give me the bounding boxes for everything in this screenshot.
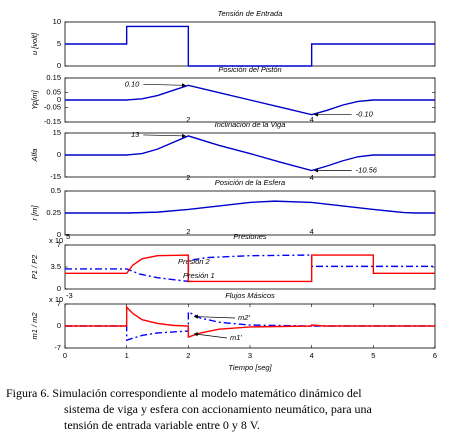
y-tick-label: 5 xyxy=(57,39,61,48)
panel-title: Posición del Pistón xyxy=(218,65,281,74)
x-tick-label: 4 xyxy=(310,351,314,360)
caption-line: Figura 6. Simulación correspondiente al … xyxy=(6,386,362,400)
y-tick-label: -0.05 xyxy=(44,102,61,111)
y-tick-label: -0.15 xyxy=(44,117,61,126)
series-label: m1' xyxy=(230,333,242,342)
exponent-base: x 10 xyxy=(49,236,63,245)
y-tick-label: 0.25 xyxy=(46,208,61,217)
series-label: m2' xyxy=(238,313,250,322)
panel-title: Flujos Másicos xyxy=(225,291,275,300)
y-axis-label: r [m] xyxy=(30,205,39,221)
series-line xyxy=(65,305,435,338)
series-line xyxy=(65,254,435,283)
x-tick-label: 1 xyxy=(125,351,129,360)
top-tick-label: 4 xyxy=(310,115,314,124)
y-tick-label: 7 xyxy=(57,240,61,249)
y-tick-label: 0 xyxy=(57,284,61,293)
annotation: -10.56 xyxy=(356,165,378,174)
top-tick-label: 4 xyxy=(310,227,314,236)
y-tick-label: 3.5 xyxy=(51,262,61,271)
annotation: 13 xyxy=(131,130,140,139)
label-arrow xyxy=(193,314,236,319)
exponent-power: 5 xyxy=(66,232,70,241)
top-tick-label: 2 xyxy=(186,115,190,124)
top-tick-label: 4 xyxy=(310,173,314,182)
y-axis-label: Alfa xyxy=(30,149,39,163)
y-tick-label: 0 xyxy=(57,150,61,159)
y-tick-label: -7 xyxy=(54,343,61,352)
x-tick-label: 3 xyxy=(248,351,252,360)
annotation: 0.10 xyxy=(125,79,140,88)
panel-title: Posición de la Esfera xyxy=(215,178,285,187)
y-tick-label: 0.15 xyxy=(46,73,61,82)
y-axis-label: m1 / m2 xyxy=(30,312,39,340)
y-tick-label: 0 xyxy=(57,321,61,330)
annotation-arrow xyxy=(143,133,187,138)
y-tick-label: 0.5 xyxy=(51,186,61,195)
x-tick-label: 2 xyxy=(186,351,190,360)
label-arrow xyxy=(193,332,228,339)
y-tick-label: 7 xyxy=(57,299,61,308)
panel-title: Presiones xyxy=(233,232,267,241)
series-line xyxy=(65,25,435,67)
y-tick-label: 0.05 xyxy=(46,88,61,97)
x-axis-label: Tiempo [seg] xyxy=(228,363,272,372)
series-label: Presión 1 xyxy=(183,271,215,280)
series-line xyxy=(65,200,435,214)
panel-title: Tensión de Entrada xyxy=(218,9,283,18)
y-tick-label: 0 xyxy=(57,95,61,104)
exponent-power: -3 xyxy=(66,291,73,300)
annotation-arrow xyxy=(143,83,187,88)
x-tick-label: 0 xyxy=(63,351,67,360)
y-tick-label: 0 xyxy=(57,230,61,239)
y-tick-label: -15 xyxy=(50,172,61,181)
top-tick-label: 2 xyxy=(186,173,190,182)
caption-line: tensión de entrada variable entre 0 y 8 … xyxy=(64,418,260,432)
series-line xyxy=(65,254,435,283)
y-tick-label: 10 xyxy=(53,17,61,26)
y-axis-label: u [volt] xyxy=(30,32,39,55)
y-tick-label: 15 xyxy=(53,128,61,137)
caption-line: sistema de viga y esfera con accionamien… xyxy=(64,402,372,416)
panel-title: Inclinación de la Viga xyxy=(215,120,286,129)
annotation: -0.10 xyxy=(356,110,374,119)
x-tick-label: 6 xyxy=(433,351,437,360)
y-tick-label: 0 xyxy=(57,61,61,70)
series-label: Presión 2 xyxy=(178,257,211,266)
x-tick-label: 5 xyxy=(371,351,375,360)
series-line xyxy=(65,135,435,172)
series-line xyxy=(65,310,435,342)
y-axis-label: Yp[m] xyxy=(30,90,39,110)
series-line xyxy=(65,84,435,116)
top-tick-label: 2 xyxy=(186,227,190,236)
y-axis-label: P1 / P2 xyxy=(30,254,39,279)
exponent-base: x 10 xyxy=(49,295,63,304)
